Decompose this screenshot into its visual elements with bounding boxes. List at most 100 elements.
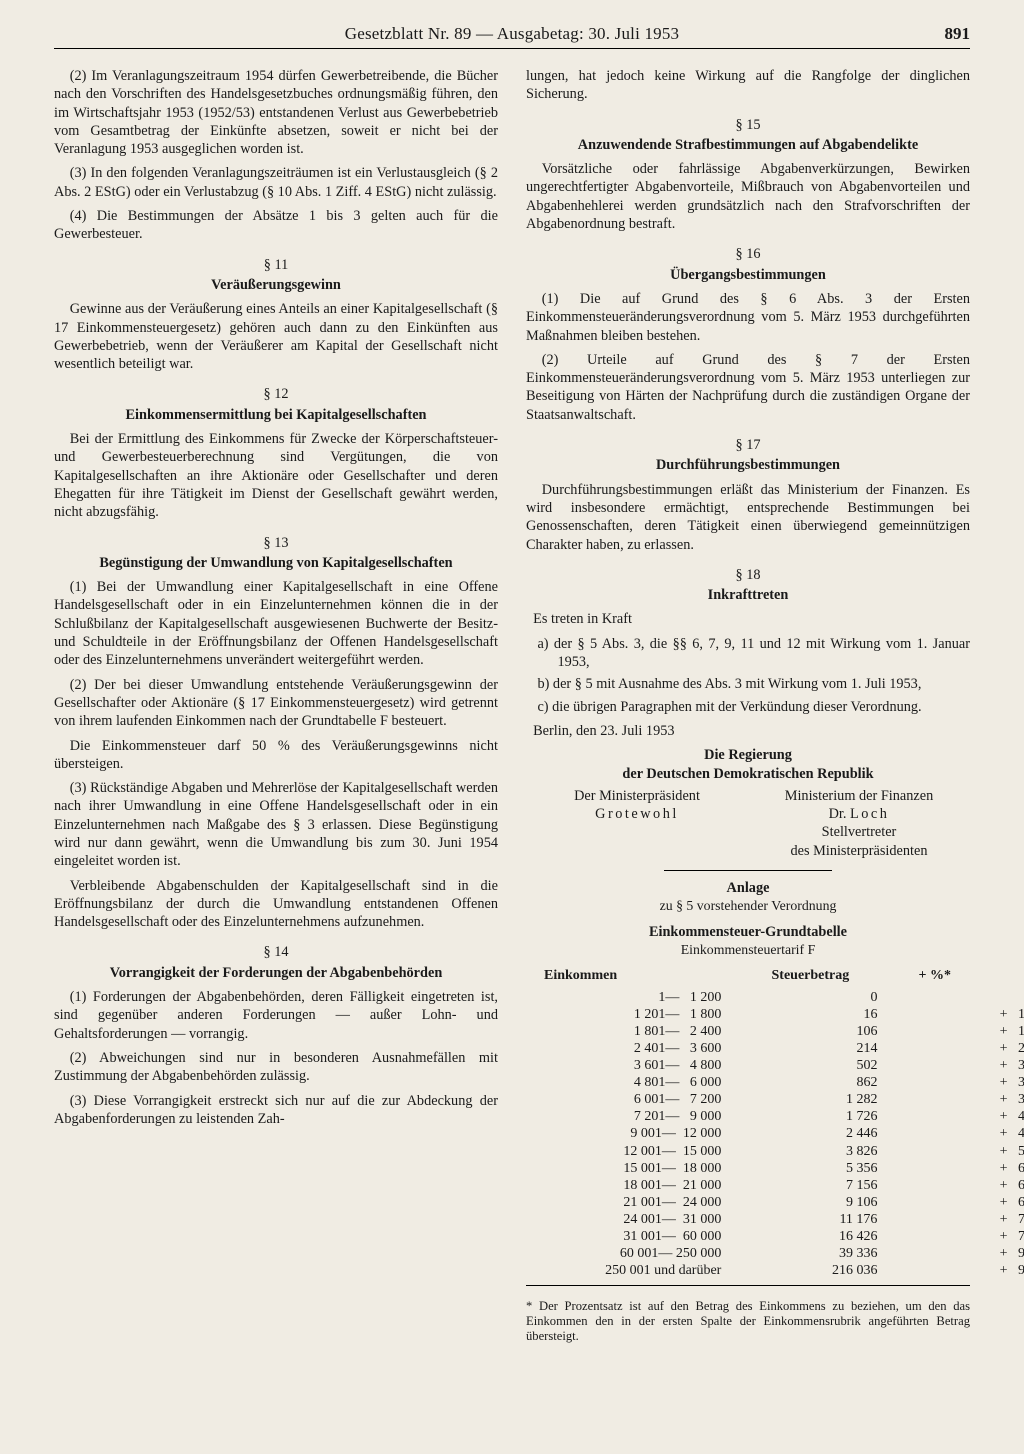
cell-income: 9 001— 12 000 xyxy=(526,1125,735,1142)
cell-pct: + 95 xyxy=(925,1262,1024,1279)
para: lungen, hat jedoch keine Wirkung auf die… xyxy=(526,67,970,104)
para: (2) Der bei dieser Umwandlung entstehend… xyxy=(54,676,498,731)
cell-tax: 0 xyxy=(735,989,925,1006)
section-title: Übergangsbestimmungen xyxy=(526,266,970,284)
cell-pct: + 65 xyxy=(925,1177,1024,1194)
para: Es treten in Kraft xyxy=(526,610,970,628)
section-title: Veräußerungsgewinn xyxy=(54,276,498,294)
sig-sub: Stellvertreter xyxy=(748,823,970,841)
cell-pct: + 75 xyxy=(925,1211,1024,1228)
cell-tax: 3 826 xyxy=(735,1143,925,1160)
table-row: 12 001— 15 0003 826+ 51 xyxy=(526,1143,970,1160)
cell-tax: 16 426 xyxy=(735,1228,925,1245)
sig-role: Der Ministerpräsident xyxy=(526,787,748,805)
table-row: 21 001— 24 0009 106+ 69 xyxy=(526,1194,970,1211)
separator xyxy=(664,870,833,871)
tax-table: Einkommen Steuerbetrag + %* 1— 1 2000 1 … xyxy=(526,967,970,1344)
columns: (2) Im Veranlagungszeitraum 1954 dürfen … xyxy=(54,67,970,1357)
para: Vorsätzliche oder fahrlässige Abgabenver… xyxy=(526,160,970,233)
table-row: 24 001— 31 00011 176+ 75 xyxy=(526,1211,970,1228)
cell-pct: + 30 xyxy=(925,1057,1024,1074)
list-item: b) der § 5 mit Ausnahme des Abs. 3 mit W… xyxy=(526,675,970,693)
table-row: 250 001 und darüber216 036+ 95 xyxy=(526,1262,970,1279)
section-number: § 14 xyxy=(54,943,498,961)
section-title: Anzuwendende Strafbestimmungen auf Abgab… xyxy=(526,136,970,154)
para: Die Einkommensteuer darf 50 % des Veräuß… xyxy=(54,737,498,774)
cell-income: 60 001— 250 000 xyxy=(526,1245,735,1262)
cell-pct xyxy=(925,989,1024,1006)
cell-income: 18 001— 21 000 xyxy=(526,1177,735,1194)
section-number: § 17 xyxy=(526,436,970,454)
cell-income: 1 201— 1 800 xyxy=(526,1006,735,1023)
table-row: 31 001— 60 00016 426+ 79 xyxy=(526,1228,970,1245)
cell-pct: + 15 xyxy=(925,1006,1024,1023)
cell-pct: + 69 xyxy=(925,1194,1024,1211)
para: (1) Forderungen der Abgabenbehörden, der… xyxy=(54,988,498,1043)
section-number: § 13 xyxy=(54,534,498,552)
cell-income: 12 001— 15 000 xyxy=(526,1143,735,1160)
table-row: 1 201— 1 80016+ 15 xyxy=(526,1006,970,1023)
section-title: Einkommensermittlung bei Kapitalgesellsc… xyxy=(54,406,498,424)
col-header: Steuerbetrag xyxy=(739,967,881,985)
cell-income: 15 001— 18 000 xyxy=(526,1160,735,1177)
cell-tax: 862 xyxy=(735,1074,925,1091)
cell-tax: 216 036 xyxy=(735,1262,925,1279)
section-number: § 15 xyxy=(526,116,970,134)
para: (2) Abweichungen sind nur in besonderen … xyxy=(54,1049,498,1086)
table-row: 1 801— 2 400106+ 18 xyxy=(526,1023,970,1040)
para: Bei der Ermittlung des Einkommens für Zw… xyxy=(54,430,498,521)
cell-tax: 39 336 xyxy=(735,1245,925,1262)
cell-income: 6 001— 7 200 xyxy=(526,1091,735,1108)
table-row: 1— 1 2000 xyxy=(526,989,970,1006)
table-row: 6 001— 7 2001 282+ 37 xyxy=(526,1091,970,1108)
para: (2) Urteile auf Grund des § 7 der Ersten… xyxy=(526,351,970,424)
gov-line: Die Regierung xyxy=(526,746,970,764)
para: Gewinne aus der Veräußerung eines Anteil… xyxy=(54,300,498,373)
cell-pct: + 93 xyxy=(925,1245,1024,1262)
section-title: Durchführungsbestimmungen xyxy=(526,456,970,474)
header-rule xyxy=(54,48,970,49)
gov-line: der Deutschen Demokratischen Republik xyxy=(526,765,970,783)
date-line: Berlin, den 23. Juli 1953 xyxy=(526,722,970,740)
cell-income: 4 801— 6 000 xyxy=(526,1074,735,1091)
anlage-title: Anlage xyxy=(526,879,970,897)
col-header: + %* xyxy=(881,967,988,985)
sig-role: Ministerium der Finanzen xyxy=(748,787,970,805)
cell-tax: 214 xyxy=(735,1040,925,1057)
table-row: 2 401— 3 600214+ 24 xyxy=(526,1040,970,1057)
right-column: lungen, hat jedoch keine Wirkung auf die… xyxy=(526,67,970,1357)
cell-pct: + 51 xyxy=(925,1143,1024,1160)
cell-tax: 1 726 xyxy=(735,1108,925,1125)
signature-block: Die Regierung der Deutschen Demokratisch… xyxy=(526,746,970,860)
section-title: Vorrangigkeit der Forderungen der Abgabe… xyxy=(54,964,498,982)
anlage-sub: zu § 5 vorstehender Verordnung xyxy=(526,897,970,915)
cell-tax: 502 xyxy=(735,1057,925,1074)
sig-name: Dr. Loch xyxy=(748,805,970,823)
para: (3) Diese Vorrangigkeit erstreckt sich n… xyxy=(54,1092,498,1129)
para: (1) Bei der Umwandlung einer Kapitalgese… xyxy=(54,578,498,669)
para: (2) Im Veranlagungszeitraum 1954 dürfen … xyxy=(54,67,498,158)
table-subtitle: Einkommensteuertarif F xyxy=(526,941,970,959)
cell-tax: 5 356 xyxy=(735,1160,925,1177)
section-number: § 18 xyxy=(526,566,970,584)
cell-tax: 7 156 xyxy=(735,1177,925,1194)
cell-income: 7 201— 9 000 xyxy=(526,1108,735,1125)
cell-income: 24 001— 31 000 xyxy=(526,1211,735,1228)
header: Gesetzblatt Nr. 89 — Ausgabetag: 30. Jul… xyxy=(54,24,970,44)
table-row: 18 001— 21 0007 156+ 65 xyxy=(526,1177,970,1194)
table-rule xyxy=(526,1285,970,1286)
cell-tax: 9 106 xyxy=(735,1194,925,1211)
sig-surname: Loch xyxy=(850,806,889,822)
table-row: 9 001— 12 0002 446+ 46 xyxy=(526,1125,970,1142)
para: Durchführungsbestimmungen erläßt das Min… xyxy=(526,481,970,554)
table-body: 1— 1 2000 1 201— 1 80016+ 15 1 801— 2 40… xyxy=(526,989,970,1279)
cell-income: 3 601— 4 800 xyxy=(526,1057,735,1074)
table-row: 15 001— 18 0005 356+ 60 xyxy=(526,1160,970,1177)
table-row: 60 001— 250 00039 336+ 93 xyxy=(526,1245,970,1262)
cell-pct: + 37 xyxy=(925,1091,1024,1108)
list-item: a) der § 5 Abs. 3, die §§ 6, 7, 9, 11 un… xyxy=(526,635,970,672)
cell-income: 31 001— 60 000 xyxy=(526,1228,735,1245)
cell-income: 21 001— 24 000 xyxy=(526,1194,735,1211)
cell-income: 2 401— 3 600 xyxy=(526,1040,735,1057)
cell-tax: 1 282 xyxy=(735,1091,925,1108)
